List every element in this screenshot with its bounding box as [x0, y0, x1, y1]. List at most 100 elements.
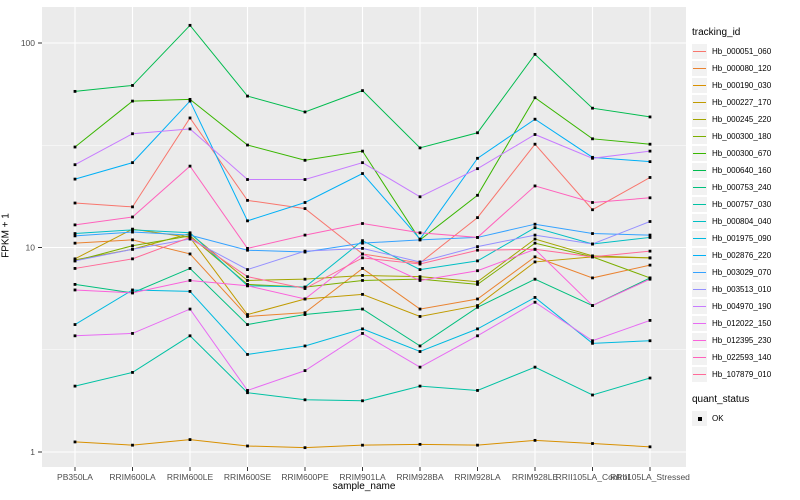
- legend-key-line: [693, 135, 706, 138]
- legend-item: Hb_001975_090: [692, 230, 798, 247]
- legend-item: Hb_004970_190: [692, 298, 798, 315]
- data-point: [648, 236, 652, 239]
- legend-title-tracking-id: tracking_id: [692, 27, 741, 38]
- data-point: [73, 223, 77, 227]
- data-point: [131, 230, 134, 234]
- legend-key: [692, 367, 707, 382]
- data-point: [591, 304, 594, 307]
- legend-item-label: Hb_003029_070: [712, 268, 772, 277]
- legend-key-line: [693, 203, 706, 206]
- legend-key: [692, 333, 707, 348]
- legend-key-line: [693, 101, 706, 104]
- data-point: [533, 117, 537, 121]
- legend-item: Hb_000245_220: [692, 111, 798, 128]
- legend-key: [692, 411, 707, 426]
- data-point: [418, 350, 422, 353]
- data-point: [246, 268, 249, 271]
- data-point: [476, 280, 479, 284]
- data-point: [131, 161, 134, 165]
- data-point: [533, 365, 537, 369]
- legend-key-line: [693, 339, 706, 342]
- legend-key-line: [693, 237, 706, 240]
- legend-key-line: [693, 254, 706, 257]
- legend-key-line: [693, 271, 706, 274]
- data-point: [591, 341, 594, 345]
- data-point: [303, 398, 307, 402]
- data-point: [246, 284, 249, 288]
- data-point: [418, 260, 422, 264]
- data-point: [648, 256, 652, 260]
- data-point: [418, 384, 422, 388]
- data-point: [476, 304, 479, 307]
- legend-item: Hb_000757_030: [692, 196, 798, 213]
- x-tick-label: RRIM928LE: [512, 472, 559, 482]
- y-axis-title: FPKM + 1: [0, 213, 12, 258]
- legend-item: Hb_000753_240: [692, 179, 798, 196]
- data-point: [246, 143, 249, 147]
- data-point: [188, 231, 192, 235]
- data-point: [476, 297, 479, 301]
- legend-item-label: Hb_000300_180: [712, 132, 772, 141]
- data-point: [533, 296, 537, 299]
- data-point: [476, 389, 479, 392]
- data-point: [73, 232, 77, 235]
- legend-key-line: [693, 322, 706, 325]
- data-point: [476, 167, 479, 171]
- x-tick-label: RRIM600PE: [281, 472, 329, 482]
- data-point: [648, 149, 652, 153]
- data-point: [188, 267, 192, 270]
- data-point: [303, 201, 307, 204]
- data-point: [648, 160, 652, 164]
- data-point: [476, 305, 479, 309]
- data-point: [591, 208, 594, 212]
- data-point: [246, 275, 249, 279]
- data-point: [131, 291, 134, 295]
- data-point: [476, 248, 479, 252]
- data-point: [533, 260, 537, 264]
- data-point: [418, 307, 422, 311]
- ok-point-swatch: [697, 416, 702, 421]
- legend-item-label: Hb_000051_060: [712, 47, 772, 56]
- data-point: [648, 176, 652, 179]
- data-point: [648, 339, 652, 343]
- data-point: [533, 237, 537, 241]
- legend-item-label: Hb_002876_220: [712, 251, 772, 260]
- data-point: [418, 365, 422, 369]
- legend-key-line: [693, 67, 706, 70]
- data-point: [131, 99, 134, 103]
- data-point: [303, 369, 307, 373]
- data-point: [73, 334, 77, 338]
- legend-item-label: Hb_000227_170: [712, 98, 772, 107]
- data-point: [246, 391, 249, 395]
- data-point: [73, 384, 77, 388]
- legend-key-line: [693, 50, 706, 53]
- data-point: [418, 275, 422, 279]
- data-point: [361, 161, 364, 165]
- legend-item-label: Hb_003513_010: [712, 285, 772, 294]
- legend-item-label: Hb_000804_040: [712, 217, 772, 226]
- data-point: [131, 244, 134, 248]
- data-point: [188, 236, 192, 239]
- data-point: [131, 371, 134, 374]
- data-point: [648, 196, 652, 200]
- data-point: [188, 252, 192, 256]
- data-point: [591, 137, 594, 141]
- data-point: [246, 198, 249, 202]
- data-point: [188, 99, 192, 103]
- legend-key: [692, 282, 707, 297]
- legend-tracking-items: Hb_000051_060 Hb_000080_120 Hb_000190_030 H…: [692, 43, 798, 383]
- legend-item: Hb_002876_220: [692, 247, 798, 264]
- legend-key: [692, 248, 707, 263]
- legend-item: Hb_107879_010: [692, 366, 798, 383]
- data-point: [246, 219, 249, 223]
- data-point: [303, 297, 307, 301]
- data-point: [361, 279, 364, 282]
- data-point: [73, 323, 77, 326]
- data-point: [361, 246, 364, 250]
- data-point: [533, 241, 537, 245]
- x-axis-title: sample_name: [332, 481, 396, 492]
- data-point: [361, 267, 364, 270]
- data-point: [188, 290, 192, 293]
- data-point: [188, 307, 192, 311]
